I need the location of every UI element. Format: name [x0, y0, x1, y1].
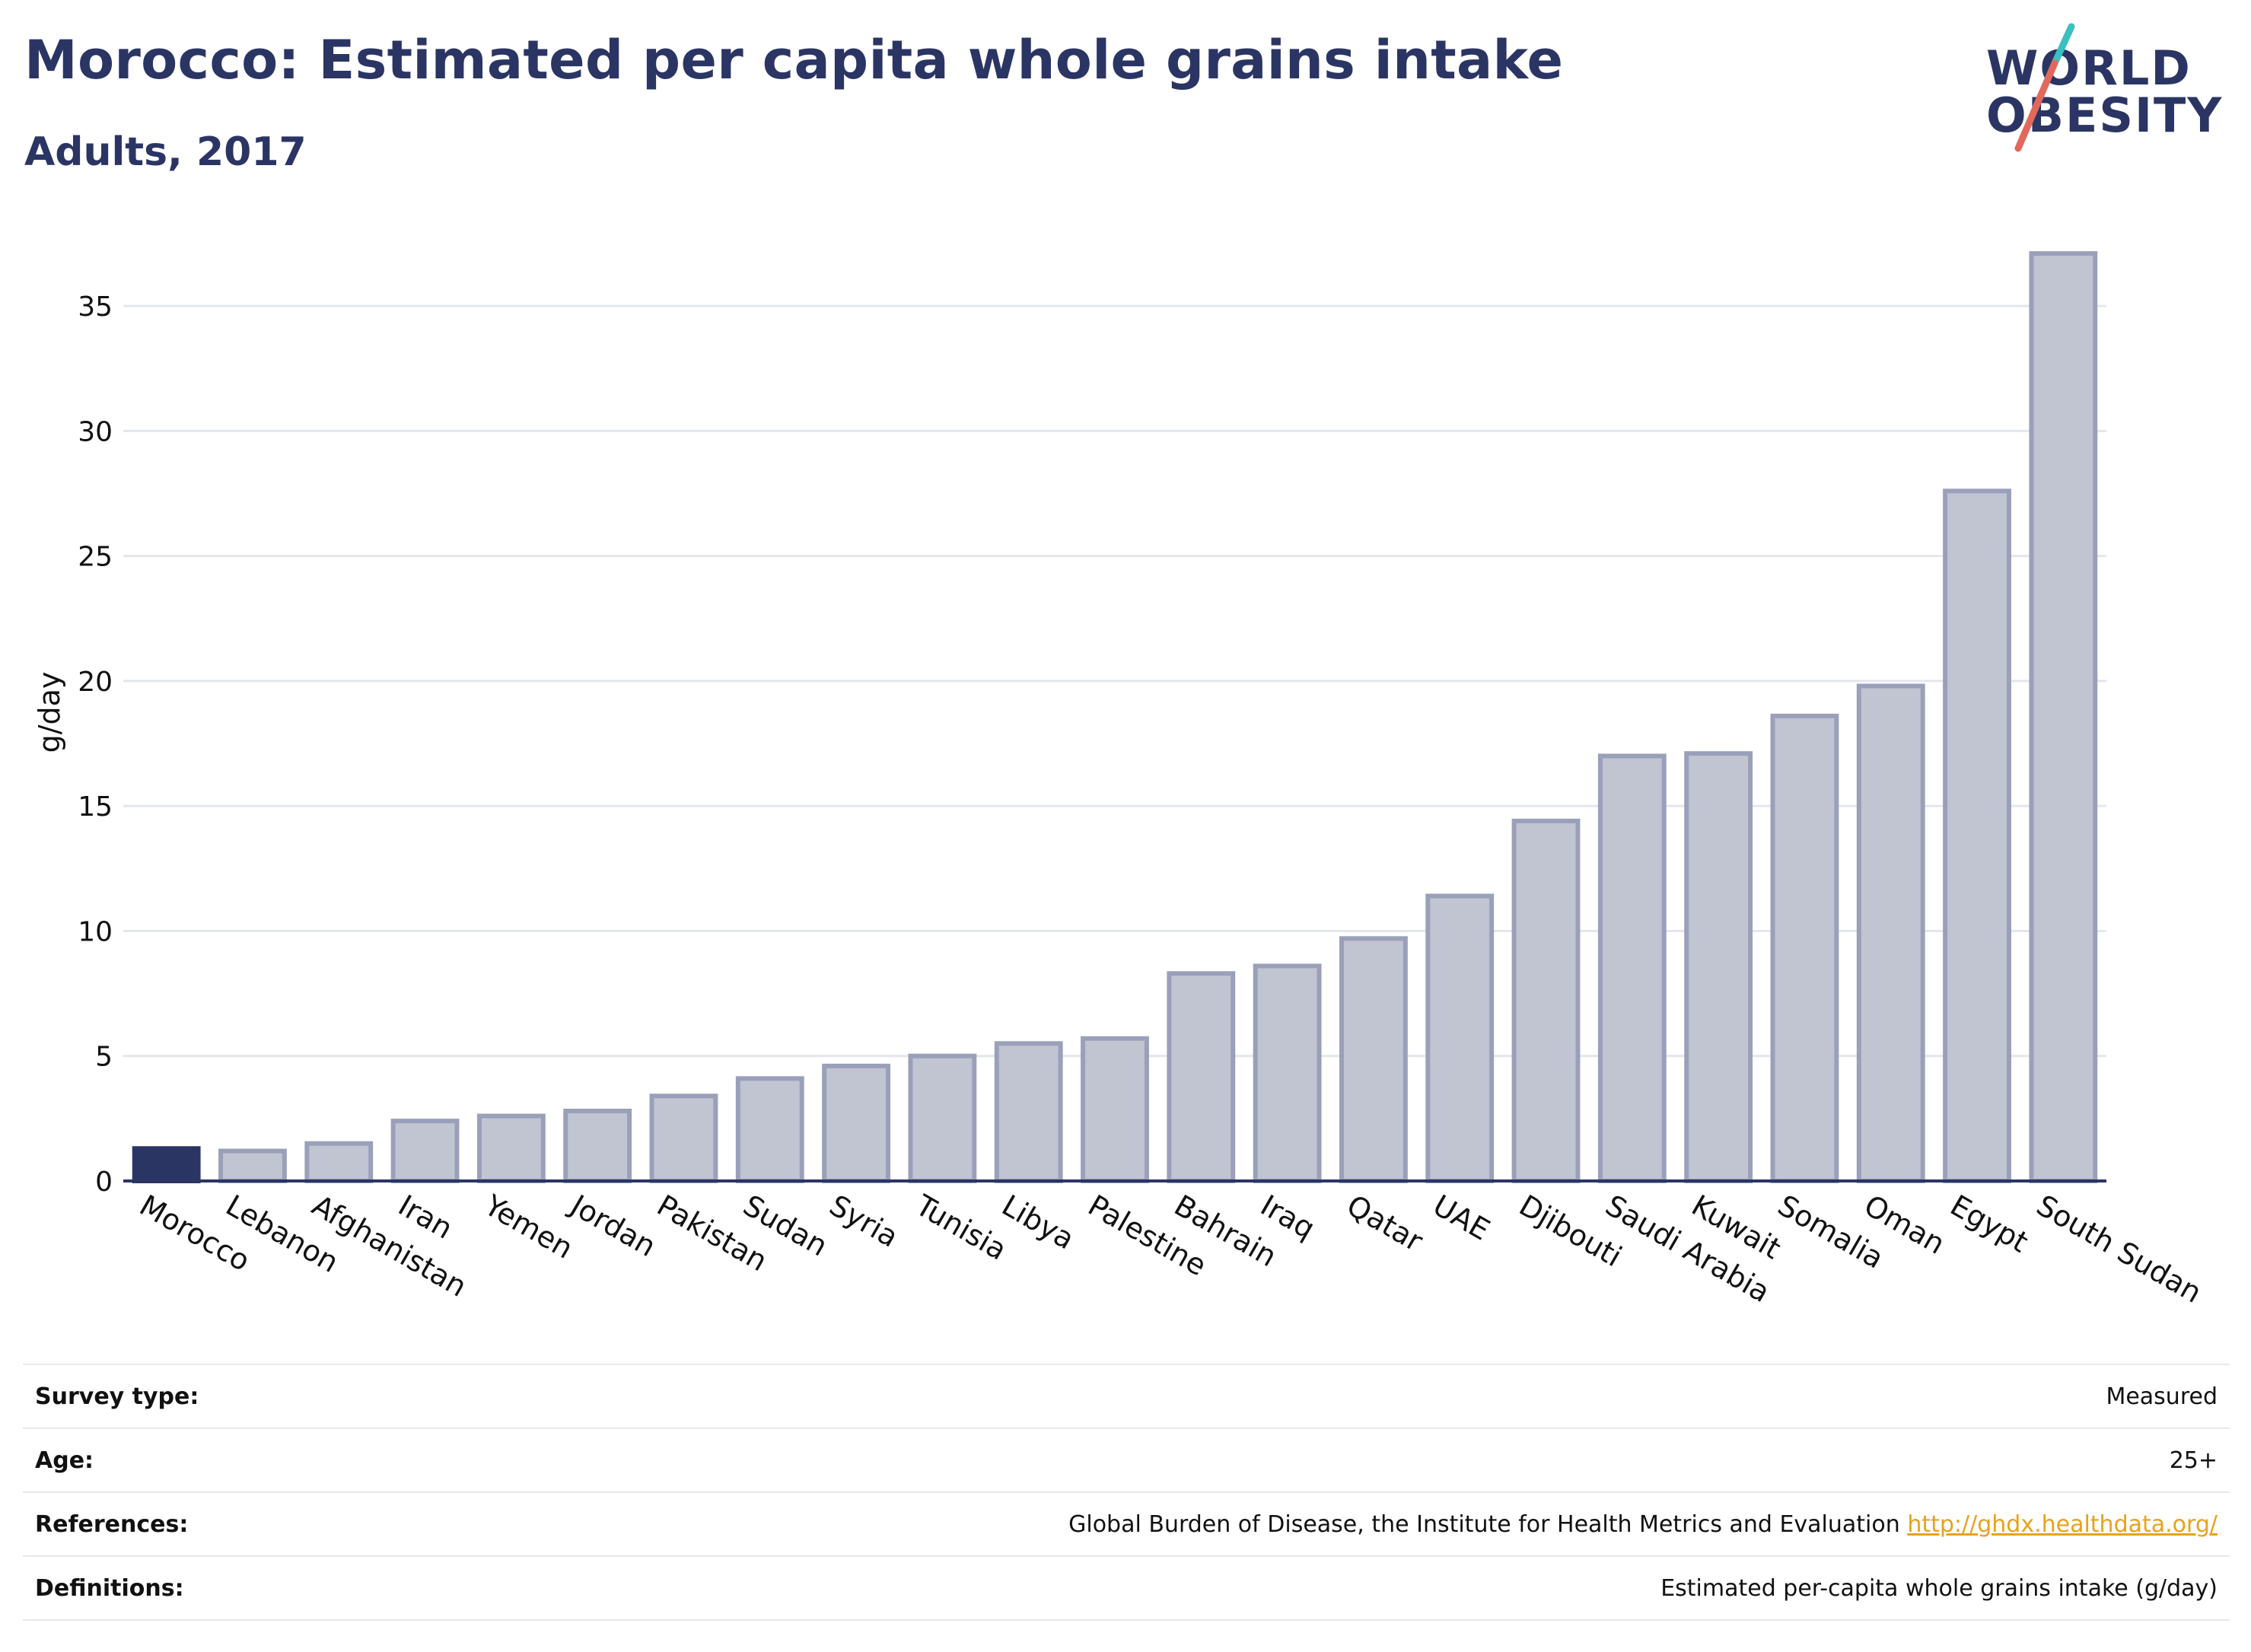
y-tick-label: 5: [95, 1042, 113, 1073]
y-tick-label: 20: [78, 667, 113, 698]
bar: [649, 1093, 718, 1184]
references-link[interactable]: http://ghdx.healthdata.org/: [1907, 1511, 2218, 1538]
definitions-label: Definitions:: [35, 1575, 184, 1602]
x-tick-label: Yemen: [479, 1188, 579, 1265]
bar: [390, 1119, 460, 1183]
bar: [1684, 751, 1753, 1183]
chart-svg: 05101520253035g/dayMoroccoLebanonAfghani…: [33, 251, 2208, 1310]
x-tick-label: Egypt: [1945, 1189, 2034, 1259]
world-obesity-logo: WORLD OBESITY: [1986, 19, 2237, 164]
bar: [1856, 683, 1925, 1183]
bar: [304, 1141, 374, 1183]
bar: [1253, 963, 1322, 1183]
x-tick-label: South Sudan: [2031, 1189, 2208, 1310]
bar: [1943, 489, 2011, 1183]
bar: [1339, 936, 1408, 1184]
y-tick-label: 25: [78, 542, 113, 573]
bar: [994, 1041, 1063, 1183]
survey-type-value: Measured: [2106, 1383, 2218, 1410]
definitions-row: Definitions: Estimated per-capita whole …: [23, 1555, 2230, 1621]
survey-type-label: Survey type:: [35, 1383, 199, 1410]
y-tick-label: 0: [95, 1167, 113, 1198]
age-row: Age: 25+: [23, 1428, 2230, 1491]
age-value: 25+: [2169, 1447, 2218, 1474]
logo-slash-icon: [2014, 23, 2075, 152]
references-value: Global Burden of Disease, the Institute …: [1068, 1511, 2218, 1538]
bar: [822, 1063, 891, 1183]
bar: [1770, 713, 1839, 1183]
x-tick-label: Libya: [996, 1189, 1080, 1256]
bar: [908, 1053, 977, 1183]
references-text: Global Burden of Disease, the Institute …: [1068, 1511, 1900, 1538]
survey-type-row: Survey type: Measured: [23, 1364, 2230, 1428]
page-title: Morocco: Estimated per capita whole grai…: [24, 29, 1564, 91]
bar: [218, 1148, 287, 1184]
bar: [563, 1109, 632, 1183]
x-tick-label: UAE: [1428, 1189, 1495, 1247]
references-row: References: Global Burden of Disease, th…: [23, 1491, 2230, 1555]
logo-line-1: WORLD: [1986, 40, 2192, 96]
bar: [476, 1113, 546, 1183]
bar: [1081, 1036, 1149, 1183]
bar: [1425, 893, 1495, 1183]
y-tick-label: 35: [78, 291, 113, 323]
bar: [132, 1146, 201, 1183]
page-subtitle: Adults, 2017: [24, 129, 307, 175]
bar: [735, 1076, 804, 1184]
y-tick-label: 30: [78, 416, 113, 447]
y-tick-label: 10: [78, 916, 113, 947]
bar-chart: 0 5 10 15 20 25 30 35 g/day Morocco Lebanon Afghani…: [0, 213, 2251, 1342]
y-axis-label: g/day: [33, 672, 66, 753]
bar: [2029, 251, 2098, 1183]
x-tick-label: Qatar: [1341, 1189, 1428, 1259]
x-tick-label: Syria: [824, 1189, 904, 1254]
y-tick-label: 15: [78, 791, 113, 823]
x-tick-label: Jordan: [564, 1188, 661, 1264]
info-table: Survey type: Measured Age: 25+ Reference…: [23, 1364, 2230, 1621]
references-label: References:: [35, 1511, 189, 1538]
bar: [1511, 818, 1581, 1183]
bar: [1597, 753, 1667, 1183]
x-tick-label: Tunisia: [909, 1188, 1012, 1267]
definitions-value: Estimated per-capita whole grains intake…: [1660, 1575, 2218, 1602]
age-label: Age:: [35, 1447, 94, 1474]
bar: [1167, 971, 1236, 1183]
